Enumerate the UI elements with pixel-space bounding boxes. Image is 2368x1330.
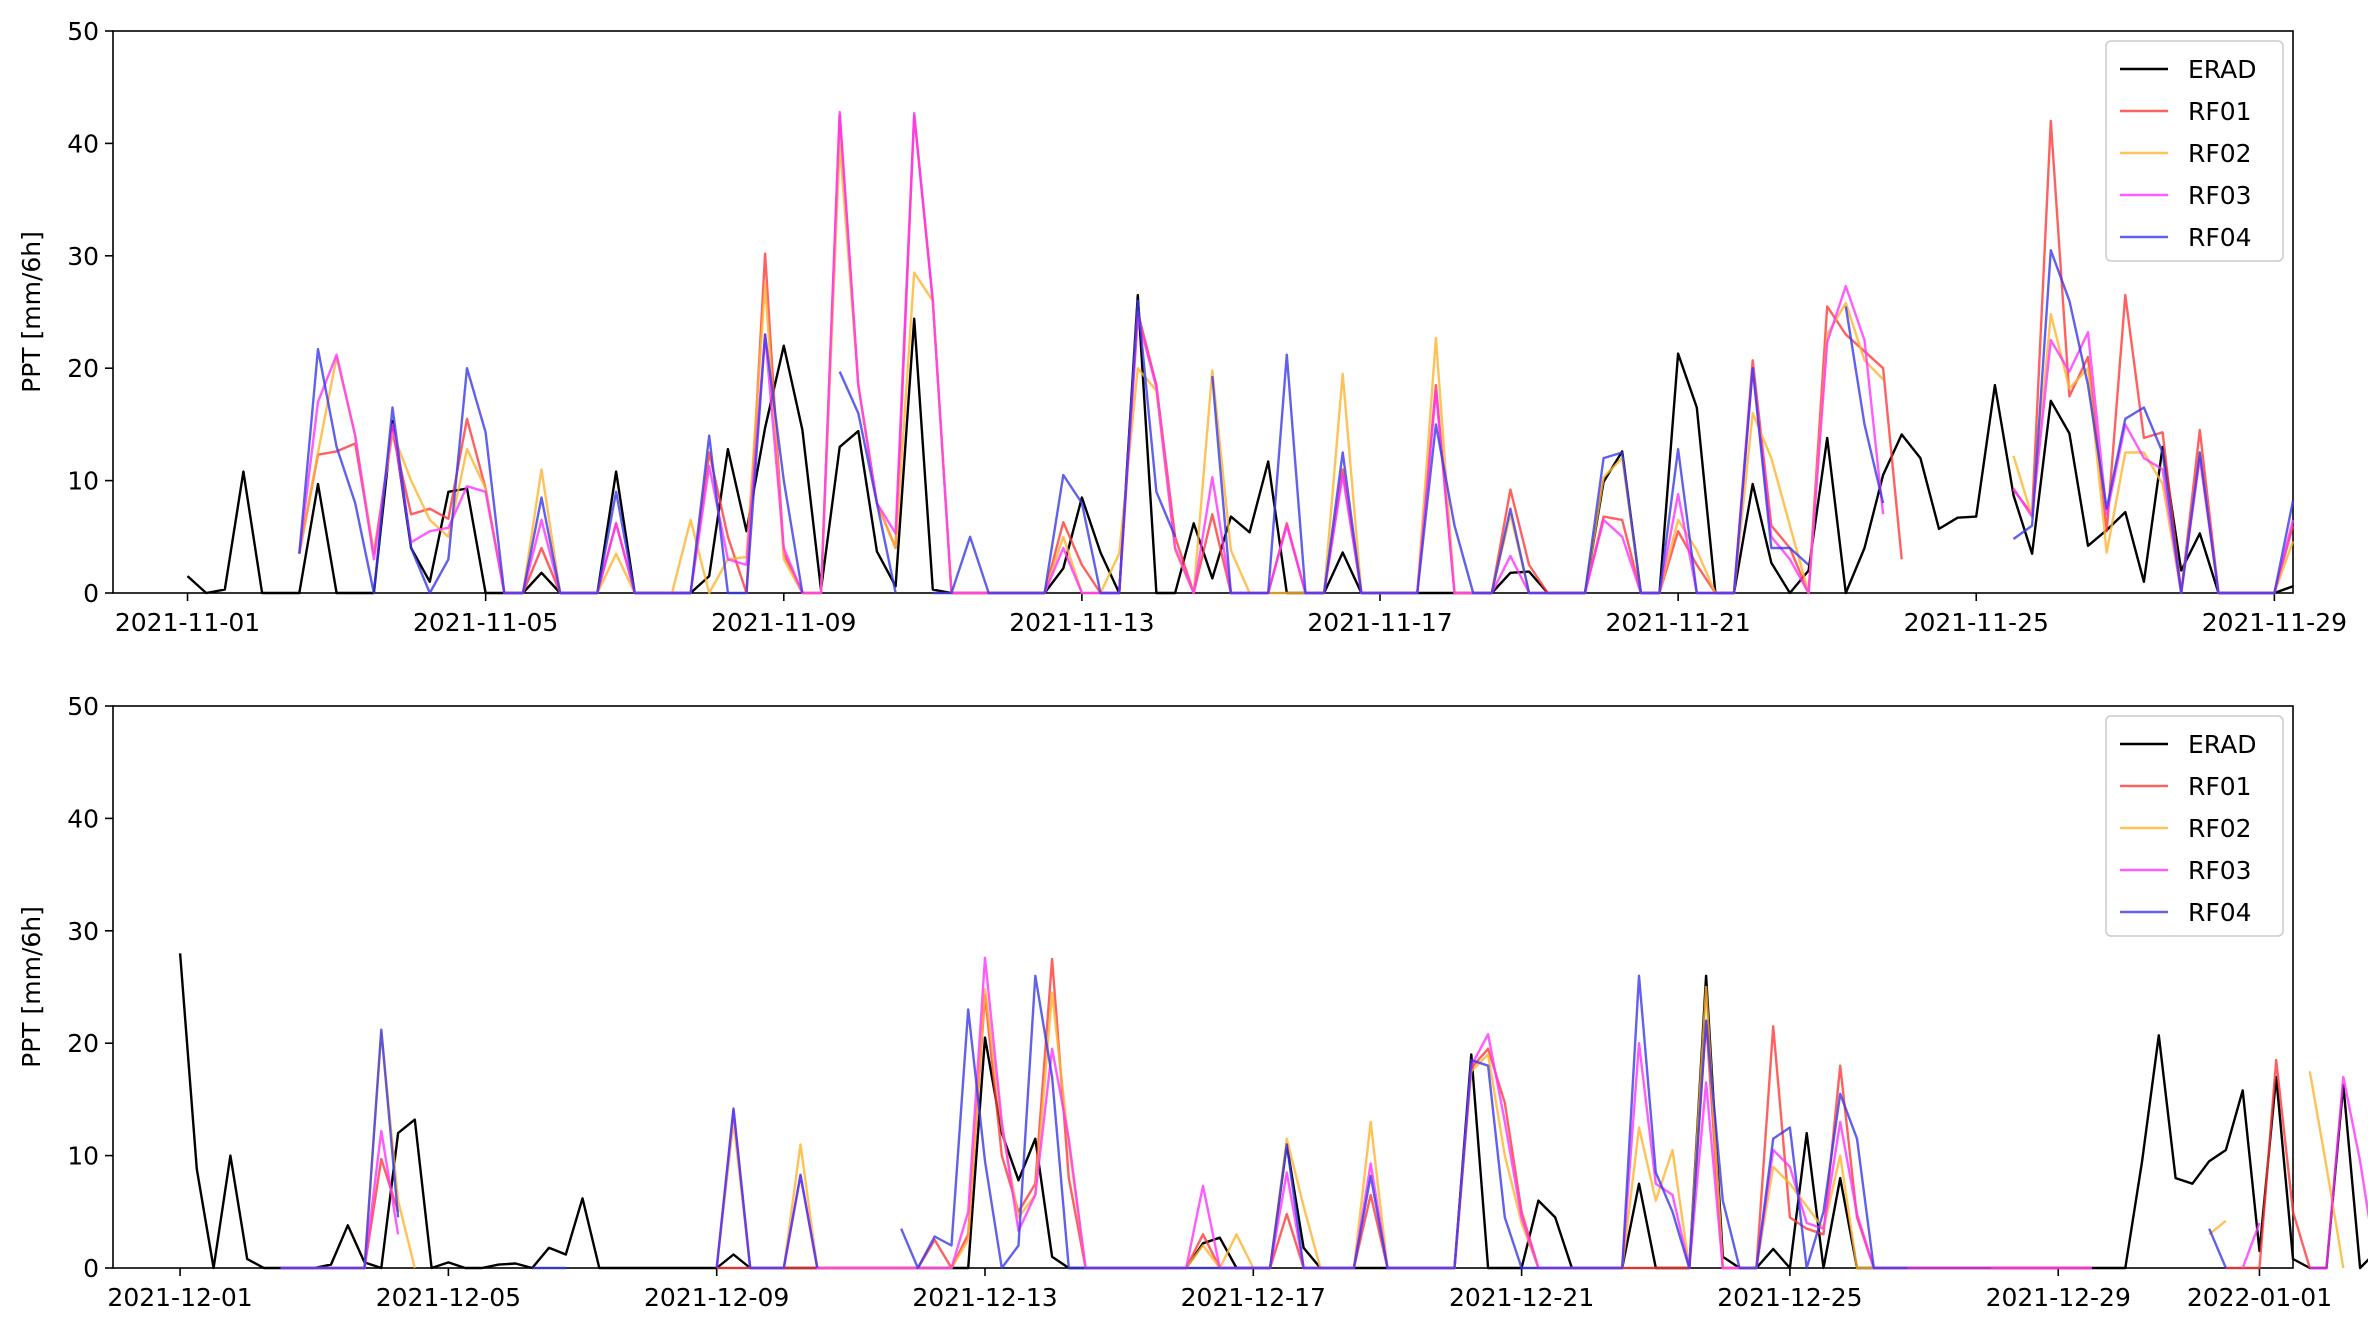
y-tick-label: 0 bbox=[83, 579, 99, 608]
x-tick-label: 2021-11-01 bbox=[115, 608, 260, 637]
series-line-rf02 bbox=[298, 142, 2295, 595]
y-tick-label: 0 bbox=[83, 1254, 99, 1283]
x-tick-label: 2021-12-13 bbox=[912, 1283, 1057, 1312]
series-line-erad bbox=[186, 293, 2294, 595]
x-tick-label: 2021-11-29 bbox=[2202, 608, 2347, 637]
legend-label: RF02 bbox=[2188, 139, 2252, 168]
x-tick-label: 2021-12-21 bbox=[1449, 1283, 1594, 1312]
y-tick-label: 30 bbox=[67, 242, 99, 271]
plot-area-frame bbox=[112, 30, 2294, 594]
legend-label: ERAD bbox=[2188, 55, 2257, 84]
series-line-rf03 bbox=[280, 956, 2368, 1270]
series-line-rf02 bbox=[280, 985, 2345, 1270]
legend-box bbox=[2105, 40, 2284, 262]
x-tick-label: 2021-12-05 bbox=[376, 1283, 521, 1312]
x-tick-label: 2021-11-17 bbox=[1307, 608, 1452, 637]
x-tick-label: 2021-11-21 bbox=[1605, 608, 1750, 637]
x-tick-label: 2021-12-17 bbox=[1181, 1283, 1326, 1312]
legend-box bbox=[2105, 715, 2284, 937]
y-tick-label: 20 bbox=[67, 1029, 99, 1058]
x-tick-label: 2021-12-29 bbox=[1986, 1283, 2131, 1312]
x-tick-label: 2021-12-09 bbox=[644, 1283, 789, 1312]
y-axis-label: PPT [mm/6h] bbox=[17, 231, 46, 393]
legend-label: RF01 bbox=[2188, 772, 2252, 801]
chart-panel-december: 0 10 20 30 40 50 2021-12-01 2021-12-05 2021-12-0… bbox=[17, 692, 2368, 1312]
x-tick-label: 2021-11-05 bbox=[413, 608, 558, 637]
legend: ERAD RF01 RF02 RF03 RF04 bbox=[2105, 715, 2284, 937]
y-tick-label: 50 bbox=[67, 692, 99, 721]
legend-label: RF04 bbox=[2188, 898, 2252, 927]
y-tick-label: 20 bbox=[67, 354, 99, 383]
series-line-rf01 bbox=[298, 114, 2295, 595]
legend-label: ERAD bbox=[2188, 730, 2257, 759]
series-line-rf04 bbox=[280, 974, 2228, 1270]
x-tick-label: 2021-12-01 bbox=[107, 1283, 252, 1312]
legend-label: RF03 bbox=[2188, 181, 2252, 210]
legend-label: RF04 bbox=[2188, 223, 2252, 252]
y-tick-label: 30 bbox=[67, 917, 99, 946]
y-tick-label: 40 bbox=[67, 804, 99, 833]
y-tick-label: 40 bbox=[67, 129, 99, 158]
series-line-erad bbox=[178, 953, 2368, 1270]
x-tick-label: 2021-12-25 bbox=[1717, 1283, 1862, 1312]
x-tick-label: 2021-11-09 bbox=[711, 608, 856, 637]
plot-area-frame bbox=[112, 705, 2294, 1269]
series-line-rf04 bbox=[298, 249, 2295, 595]
legend-label: RF02 bbox=[2188, 814, 2252, 843]
y-tick-label: 10 bbox=[67, 1142, 99, 1171]
x-tick-label: 2021-11-13 bbox=[1009, 608, 1154, 637]
chart-panel-november: 0 10 20 30 40 50 2021-11-01 2021-11-05 2021-11-0… bbox=[17, 17, 2347, 637]
legend: ERAD RF01 RF02 RF03 RF04 bbox=[2105, 40, 2284, 262]
y-axis-label: PPT [mm/6h] bbox=[17, 906, 46, 1068]
y-tick-label: 50 bbox=[67, 17, 99, 46]
y-tick-label: 10 bbox=[67, 467, 99, 496]
legend-label: RF03 bbox=[2188, 856, 2252, 885]
series-line-rf03 bbox=[298, 110, 2295, 595]
x-tick-label: 2021-11-25 bbox=[1904, 608, 2049, 637]
series-line-rf01 bbox=[280, 957, 2311, 1270]
x-tick-label: 2022-01-01 bbox=[2187, 1283, 2332, 1312]
legend-label: RF01 bbox=[2188, 97, 2252, 126]
